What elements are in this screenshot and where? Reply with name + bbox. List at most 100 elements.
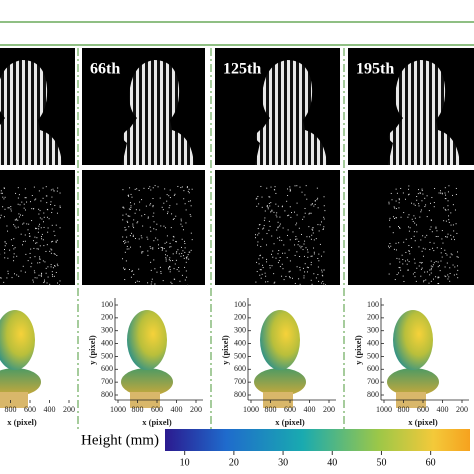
colorbar [165, 429, 470, 451]
speckle-dot [395, 188, 397, 190]
speckle-dot [452, 194, 454, 196]
speckle-dot [313, 273, 315, 275]
speckle-dot [188, 188, 190, 190]
speckle-dot [408, 250, 410, 252]
speckle-dot [54, 204, 56, 206]
speckle-dot [424, 271, 426, 273]
speckle-dot [177, 185, 179, 187]
speckle-dot [139, 246, 141, 248]
speckle-dot [454, 266, 456, 268]
speckle-dot [132, 236, 134, 238]
x-tick-label: 400 [304, 405, 316, 414]
speckle-dot [444, 198, 446, 200]
speckle-dot [411, 202, 413, 204]
speckle-dot [130, 193, 132, 195]
speckle-dot [14, 247, 16, 249]
speckle-dot [416, 196, 418, 198]
speckle-dot [270, 186, 272, 188]
speckle-dot [153, 228, 155, 230]
speckle-dot [277, 253, 279, 255]
speckle-dot [272, 250, 274, 252]
speckle-dot [398, 198, 400, 200]
speckle-dot [429, 274, 431, 276]
speckle-dot [126, 220, 128, 222]
speckle-dot [392, 216, 394, 218]
speckle-dot [49, 250, 51, 252]
speckle-dot [152, 247, 154, 249]
speckle-dot [420, 211, 422, 213]
speckle-dot [27, 229, 29, 231]
speckle-dot [308, 226, 310, 228]
speckle-dot [33, 270, 35, 272]
speckle-dot [51, 208, 53, 210]
speckle-dot [3, 198, 5, 200]
speckle-dot [455, 187, 457, 189]
speckle-dot [11, 277, 13, 279]
speckle-dot [445, 236, 447, 238]
speckle-dot [181, 225, 183, 227]
speckle-dot [52, 188, 54, 190]
speckle-dot [394, 218, 396, 220]
x-tick-label: 800 [398, 405, 410, 414]
speckle-dot [448, 185, 450, 187]
speckle-dot [308, 213, 310, 215]
speckle-dot [133, 227, 135, 229]
speckle-dot [46, 195, 48, 197]
speckle-dot [53, 230, 55, 232]
speckle-dot [453, 230, 455, 232]
speckle-dot [418, 203, 420, 205]
speckle-dot [34, 236, 36, 238]
speckle-dot [131, 270, 133, 272]
speckle-dot [435, 260, 437, 262]
speckle-dot [25, 253, 27, 255]
speckle-dot [169, 260, 171, 262]
speckle-dot [173, 194, 175, 196]
speckle-dot [41, 238, 43, 240]
speckle-dot [274, 281, 276, 283]
speckle-dot [132, 225, 134, 227]
speckle-dot [260, 246, 262, 248]
speckle-dot [288, 276, 290, 278]
speckle-dot [145, 205, 147, 207]
speckle-dot [261, 196, 263, 198]
speckle-dot [311, 255, 313, 257]
speckle-dot [266, 187, 268, 189]
speckle-dot [269, 267, 271, 269]
speckle-dot [7, 230, 9, 232]
speckle-dot [122, 219, 124, 221]
speckle-dot [153, 212, 155, 214]
speckle-dot [430, 265, 432, 267]
speckle-dot [43, 281, 45, 283]
speckle-dot [170, 246, 172, 248]
speckle-dot [185, 256, 187, 258]
speckle-dot [418, 246, 420, 248]
speckle-dot [17, 187, 19, 189]
speckle-dot [286, 234, 288, 236]
speckle-dot [446, 262, 448, 264]
speckle-dot [452, 224, 454, 226]
speckle-dot [15, 192, 17, 194]
speckle-dot [281, 205, 283, 207]
speckle-dot [388, 273, 390, 275]
speckle-dot [131, 270, 133, 272]
speckle-dot [129, 215, 131, 217]
speckle-dot [149, 226, 151, 228]
speckle-dot [455, 193, 457, 195]
speckle-dot [164, 188, 166, 190]
speckle-dot [166, 255, 168, 257]
speckle-dot [51, 275, 53, 277]
speckle-dot [126, 246, 128, 248]
speckle-dot [323, 269, 325, 271]
speckle-dot [424, 248, 426, 250]
speckle-dot [166, 235, 168, 237]
speckle-dot [411, 246, 413, 248]
speckle-dot [59, 227, 61, 229]
speckle-dot [10, 206, 12, 208]
speckle-dot [283, 279, 285, 281]
speckle-dot [260, 277, 262, 279]
speckle-dot [429, 241, 431, 243]
speckle-dot [389, 226, 391, 228]
speckle-dot [402, 259, 404, 261]
speckle-dot [122, 214, 124, 216]
